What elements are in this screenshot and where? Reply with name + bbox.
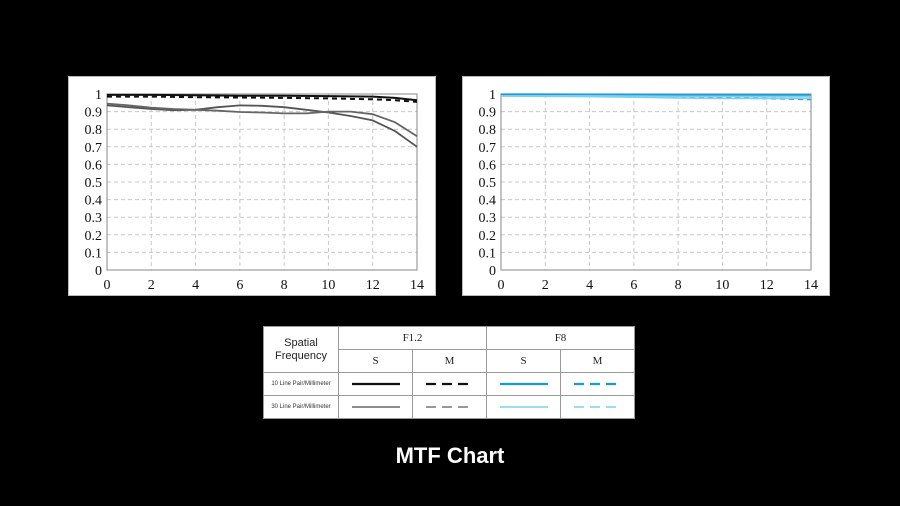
orientation-header-f1-2-m: M xyxy=(412,349,487,373)
orientation-header-f1-2-s: S xyxy=(338,349,413,373)
mtf-chart-f8: 0 2 4 6 8 10 12 14 0 0.1 0.2 0.3 0.4 0.5 0.6 0.7 0.8 0.9 1 xyxy=(462,76,830,296)
chart-caption: MTF Chart xyxy=(395,443,505,468)
y-tick-label: 1 xyxy=(95,88,102,103)
legend-line-sample xyxy=(499,382,548,386)
legend-sample-cell xyxy=(412,395,487,419)
y-tick-label: 0.1 xyxy=(479,246,497,261)
y-tick-label: 0.4 xyxy=(479,194,497,209)
spatial-frequency-header: Spatial Frequency xyxy=(263,326,339,373)
y-tick-label: 0.6 xyxy=(85,158,103,173)
y-tick-label: 1 xyxy=(489,88,496,103)
x-tick-label: 4 xyxy=(192,278,199,293)
legend-line-sample xyxy=(425,382,474,386)
y-tick-label: 0 xyxy=(489,264,496,279)
x-tick-label: 12 xyxy=(760,278,774,293)
mtf-plot-f8: 0 2 4 6 8 10 12 14 0 0.1 0.2 0.3 0.4 0.5 0.6 0.7 0.8 0.9 1 xyxy=(479,88,819,293)
legend-sample-cell xyxy=(560,372,635,396)
legend-sample-cell xyxy=(338,372,413,396)
frequency-label: Frequency xyxy=(275,349,327,362)
x-tick-label: 8 xyxy=(281,278,288,293)
series-line-m-10lp xyxy=(107,95,418,103)
spatial-label: Spatial xyxy=(284,336,318,349)
x-tick-label: 6 xyxy=(236,278,243,293)
legend-line-sample xyxy=(573,406,622,408)
y-tick-label: 0.8 xyxy=(85,123,103,138)
mtf-plot-f1-2: 0 2 4 6 8 10 12 14 0 0.1 0.2 0.3 0.4 0.5 0.6 0.7 0.8 0.9 1 xyxy=(85,88,425,293)
x-tick-label: 6 xyxy=(630,278,637,293)
legend-sample-cell xyxy=(560,395,635,419)
legend-line-sample xyxy=(351,382,400,386)
y-tick-label: 0.9 xyxy=(479,106,497,121)
y-tick-label: 0.2 xyxy=(85,229,103,244)
x-tick-label: 14 xyxy=(410,278,424,293)
legend-sample-cell xyxy=(486,395,561,419)
x-tick-label: 0 xyxy=(498,278,505,293)
legend-line-sample xyxy=(499,406,548,408)
y-tick-label: 0.6 xyxy=(479,158,497,173)
mtf-chart-f1-2: 0 2 4 6 8 10 12 14 0 0.1 0.2 0.3 0.4 0.5 0.6 0.7 0.8 0.9 1 xyxy=(68,76,436,296)
y-tick-label: 0.3 xyxy=(85,211,103,226)
legend-table: Spatial Frequency F1.2 F8 S M S M 10 Lin… xyxy=(263,326,635,419)
legend-line-sample xyxy=(351,406,400,408)
y-tick-label: 0.7 xyxy=(479,141,497,156)
x-tick-label: 0 xyxy=(104,278,111,293)
y-tick-label: 0.3 xyxy=(479,211,497,226)
y-tick-label: 0.8 xyxy=(479,123,497,138)
legend-row-30lp: 30 Line Pair/Millimeter xyxy=(263,395,635,419)
x-tick-label: 2 xyxy=(148,278,155,293)
orientation-header-f8-s: S xyxy=(486,349,561,373)
x-tick-label: 10 xyxy=(715,278,729,293)
x-tick-label: 8 xyxy=(675,278,682,293)
legend-row-10lp: 10 Line Pair/Millimeter xyxy=(263,372,635,396)
y-tick-label: 0.7 xyxy=(85,141,103,156)
x-tick-label: 10 xyxy=(321,278,335,293)
series-line-m-30lp xyxy=(106,102,418,137)
x-tick-label: 12 xyxy=(366,278,380,293)
legend-sample-cell xyxy=(412,372,487,396)
series-line-s-30lp xyxy=(106,104,418,148)
y-tick-label: 0.9 xyxy=(85,106,103,121)
y-tick-label: 0.1 xyxy=(85,246,103,261)
group-header-f8: F8 xyxy=(486,326,635,350)
y-tick-label: 0.4 xyxy=(85,194,103,209)
x-tick-label: 2 xyxy=(542,278,549,293)
y-tick-label: 0.5 xyxy=(479,176,497,191)
legend-sample-cell xyxy=(486,372,561,396)
series-line-s-10lp xyxy=(501,93,811,96)
x-tick-label: 14 xyxy=(804,278,818,293)
series-line-m-30lp xyxy=(500,95,811,100)
y-tick-label: 0 xyxy=(95,264,102,279)
row-label-30lp: 30 Line Pair/Millimeter xyxy=(263,395,339,419)
row-label-10lp: 10 Line Pair/Millimeter xyxy=(263,372,339,396)
y-tick-label: 0.5 xyxy=(85,176,103,191)
legend-line-sample xyxy=(573,382,622,386)
y-tick-label: 0.2 xyxy=(479,229,497,244)
legend-sample-cell xyxy=(338,395,413,419)
orientation-header-f8-m: M xyxy=(560,349,635,373)
legend-line-sample xyxy=(425,406,474,408)
series-line-s-10lp xyxy=(107,93,418,102)
x-tick-label: 4 xyxy=(586,278,593,293)
plot-frame xyxy=(106,93,418,271)
group-header-f1-2: F1.2 xyxy=(338,326,487,350)
